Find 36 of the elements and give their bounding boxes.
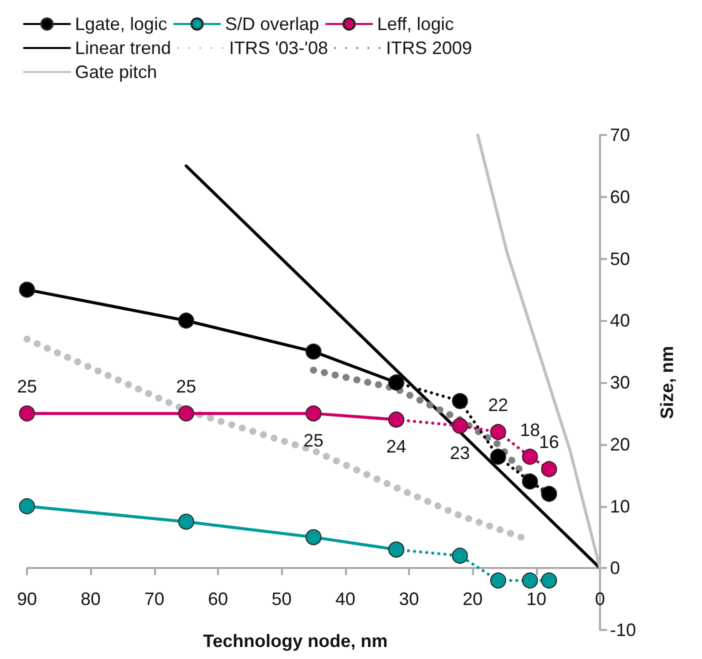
- data-label: 25: [303, 430, 324, 450]
- y-tick-label: 60: [610, 186, 630, 207]
- y-tick-label: 20: [610, 434, 630, 454]
- data-label: 16: [539, 432, 560, 452]
- data-label: 24: [386, 436, 406, 457]
- legend-label: Lgate, logic: [75, 14, 168, 34]
- x-tick-label: 40: [335, 589, 356, 610]
- data-label: 23: [450, 442, 470, 463]
- x-axis-title: Technology node, nm: [203, 631, 388, 651]
- data-label: 25: [176, 376, 196, 396]
- x-tick-label: 30: [398, 589, 420, 610]
- legend-label: S/D overlap: [225, 14, 320, 34]
- x-tick-label: 20: [462, 589, 483, 610]
- y-axis-title: Size, nm: [657, 346, 677, 420]
- data-label: 18: [520, 420, 540, 440]
- data-label: 22: [488, 395, 508, 415]
- x-tick-label: 50: [272, 589, 292, 610]
- x-tick-label: 90: [16, 589, 38, 610]
- x-tick-label: 10: [526, 589, 546, 610]
- y-tick-label: 40: [610, 310, 630, 331]
- y-tick-label: 10: [610, 496, 630, 516]
- x-tick-label: 0: [594, 589, 606, 610]
- legend-label: Linear trend: [75, 38, 172, 58]
- y-tick-label: 30: [610, 372, 630, 392]
- x-tick-label: 70: [144, 589, 164, 610]
- y-tick-label: -10: [610, 620, 636, 640]
- legend-label: ITRS 2009: [386, 38, 472, 58]
- x-tick-label: 60: [208, 589, 228, 610]
- data-label: 25: [16, 376, 38, 396]
- legend-label: Leff, logic: [377, 14, 454, 34]
- legend-label: ITRS '03-'08: [229, 38, 328, 58]
- y-tick-label: 0: [610, 558, 620, 578]
- y-tick-label: 70: [610, 125, 630, 145]
- x-tick-label: 80: [80, 589, 101, 610]
- legend-label: Gate pitch: [75, 62, 158, 82]
- y-tick-label: 50: [610, 248, 630, 269]
